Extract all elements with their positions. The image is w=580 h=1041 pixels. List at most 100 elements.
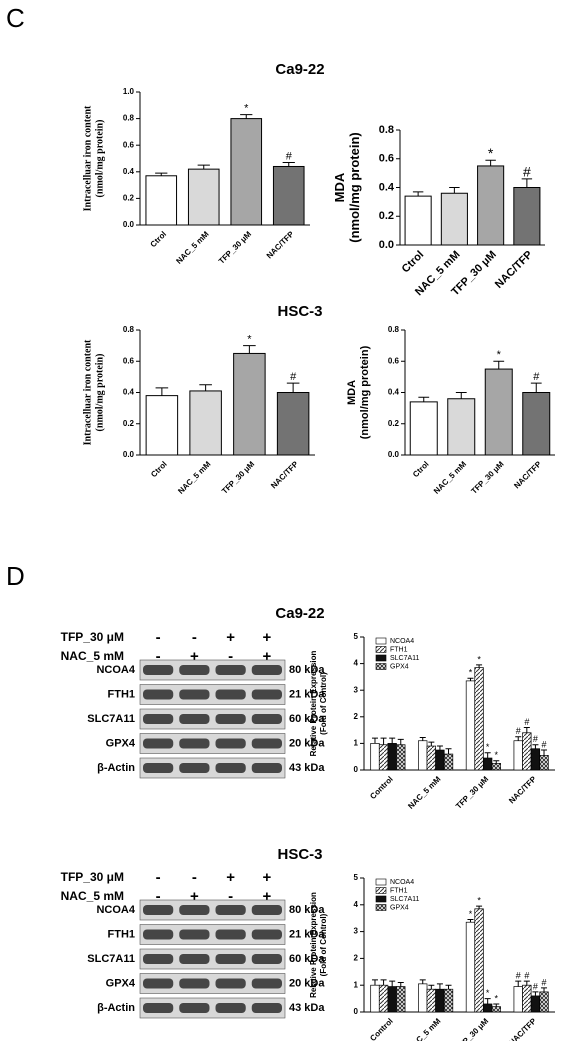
section-title: HSC-3 (277, 303, 322, 320)
legend-swatch (375, 637, 387, 645)
error-bar (389, 737, 396, 744)
annotation: * (477, 896, 481, 906)
bar (404, 195, 432, 246)
legend-swatch (375, 654, 387, 662)
y-tick-label: 0.2 (123, 194, 135, 203)
error-bar (418, 396, 430, 402)
treatment-sign: - (156, 869, 161, 886)
y-tick-label: 0.6 (388, 356, 400, 365)
bar (513, 187, 541, 246)
legend-swatch (375, 887, 387, 894)
bar (465, 921, 476, 1013)
y-axis-label: Intracelluar iron content (82, 339, 93, 445)
error-bar (530, 382, 542, 393)
blot-band (215, 954, 246, 964)
error-bar (541, 749, 548, 756)
error-bar (515, 736, 522, 741)
y-tick-label: 0.2 (379, 210, 394, 222)
section-title: Ca9-22 (275, 605, 324, 622)
x-tick-label: NAC/TFP (265, 229, 296, 260)
chart: 0 1 2 3 4 5 Relative Protein Expression (Fold o… (309, 632, 555, 811)
blot-band (143, 954, 174, 964)
y-tick-label: 1 (354, 739, 359, 748)
y-tick-label: 0.2 (123, 419, 135, 428)
error-bar (380, 737, 387, 745)
error-bar (240, 114, 253, 119)
error-bar (397, 982, 404, 987)
treatment-sign: + (262, 869, 271, 886)
error-bar (532, 991, 539, 996)
blot-band (179, 1003, 210, 1013)
x-tick-label: Ctrol (411, 460, 431, 480)
blot-band (143, 689, 174, 700)
y-tick-label: 5 (354, 873, 359, 882)
treatment-label: TFP_30 μM (61, 870, 124, 884)
bar (513, 740, 523, 771)
blot-band (251, 905, 282, 915)
y-tick-label: 0 (354, 1007, 359, 1016)
protein-label: FTH1 (108, 928, 136, 940)
blot-strip (139, 997, 286, 1019)
y-tick-label: 0.8 (388, 325, 400, 334)
annotation: # (286, 150, 293, 162)
error-bar (436, 745, 443, 751)
blot-band (251, 978, 282, 989)
x-tick-label: NAC/TFP (512, 459, 543, 490)
error-bar (371, 737, 378, 744)
protein-label: SLC7A11 (87, 953, 135, 965)
y-tick-label: 0 (354, 765, 359, 774)
chart: 0.0 0.2 0.4 0.6 0.8 Intracelluar iron content… (82, 325, 315, 496)
blot-band (251, 689, 282, 700)
protein-size: 21 kDa (289, 928, 325, 940)
legend-swatch (375, 878, 387, 886)
error-bar (197, 164, 210, 170)
error-bar (476, 905, 483, 909)
error-bar (412, 191, 424, 197)
bar (396, 986, 406, 1013)
legend-label: NCOA4 (390, 638, 414, 645)
protein-size: 60 kDa (289, 713, 325, 725)
bar (530, 995, 541, 1013)
blot-band (251, 714, 282, 724)
error-bar (282, 161, 295, 167)
x-tick-label: NAC_5 mM (176, 459, 212, 495)
y-tick-label: 1.0 (123, 87, 135, 96)
treatment-label: TFP_30 μM (61, 630, 124, 644)
error-bar (484, 752, 491, 759)
blot-band (143, 929, 174, 940)
error-bar (199, 384, 212, 391)
annotation: # (516, 971, 521, 981)
bar (426, 745, 436, 771)
treatment-sign: + (190, 648, 199, 665)
error-bar (428, 741, 435, 747)
x-tick-label: NAC_5 mM (174, 229, 210, 265)
blot-strip (139, 684, 286, 705)
x-tick-label: TFP_30 μM (454, 774, 490, 810)
bar (539, 991, 549, 1013)
bar (483, 757, 493, 771)
bar (435, 988, 445, 1013)
bar (435, 749, 445, 771)
treatment-sign: - (156, 648, 161, 665)
blot-band (179, 763, 210, 773)
bar (484, 368, 513, 456)
bar (233, 352, 266, 456)
y-axis-label: Relative Protein Expression (309, 650, 318, 756)
y-axis-label: (nmol/mg protein) (359, 345, 371, 439)
bar (276, 392, 310, 456)
blot-band (215, 763, 246, 773)
bar (370, 984, 380, 1013)
error-bar (243, 345, 256, 354)
y-axis-label: (Fold of Control) (319, 913, 328, 976)
blot-band (251, 954, 282, 964)
x-tick-label: Control (368, 775, 394, 801)
bar (474, 908, 484, 1013)
y-tick-label: 3 (354, 927, 359, 936)
blot-band (251, 763, 282, 773)
y-tick-label: 2 (354, 954, 359, 963)
blot-band (179, 929, 210, 940)
protein-label: β-Actin (97, 1002, 135, 1014)
blot-band (143, 763, 174, 773)
blot-band (215, 1003, 246, 1013)
y-tick-label: 0.6 (123, 356, 135, 365)
